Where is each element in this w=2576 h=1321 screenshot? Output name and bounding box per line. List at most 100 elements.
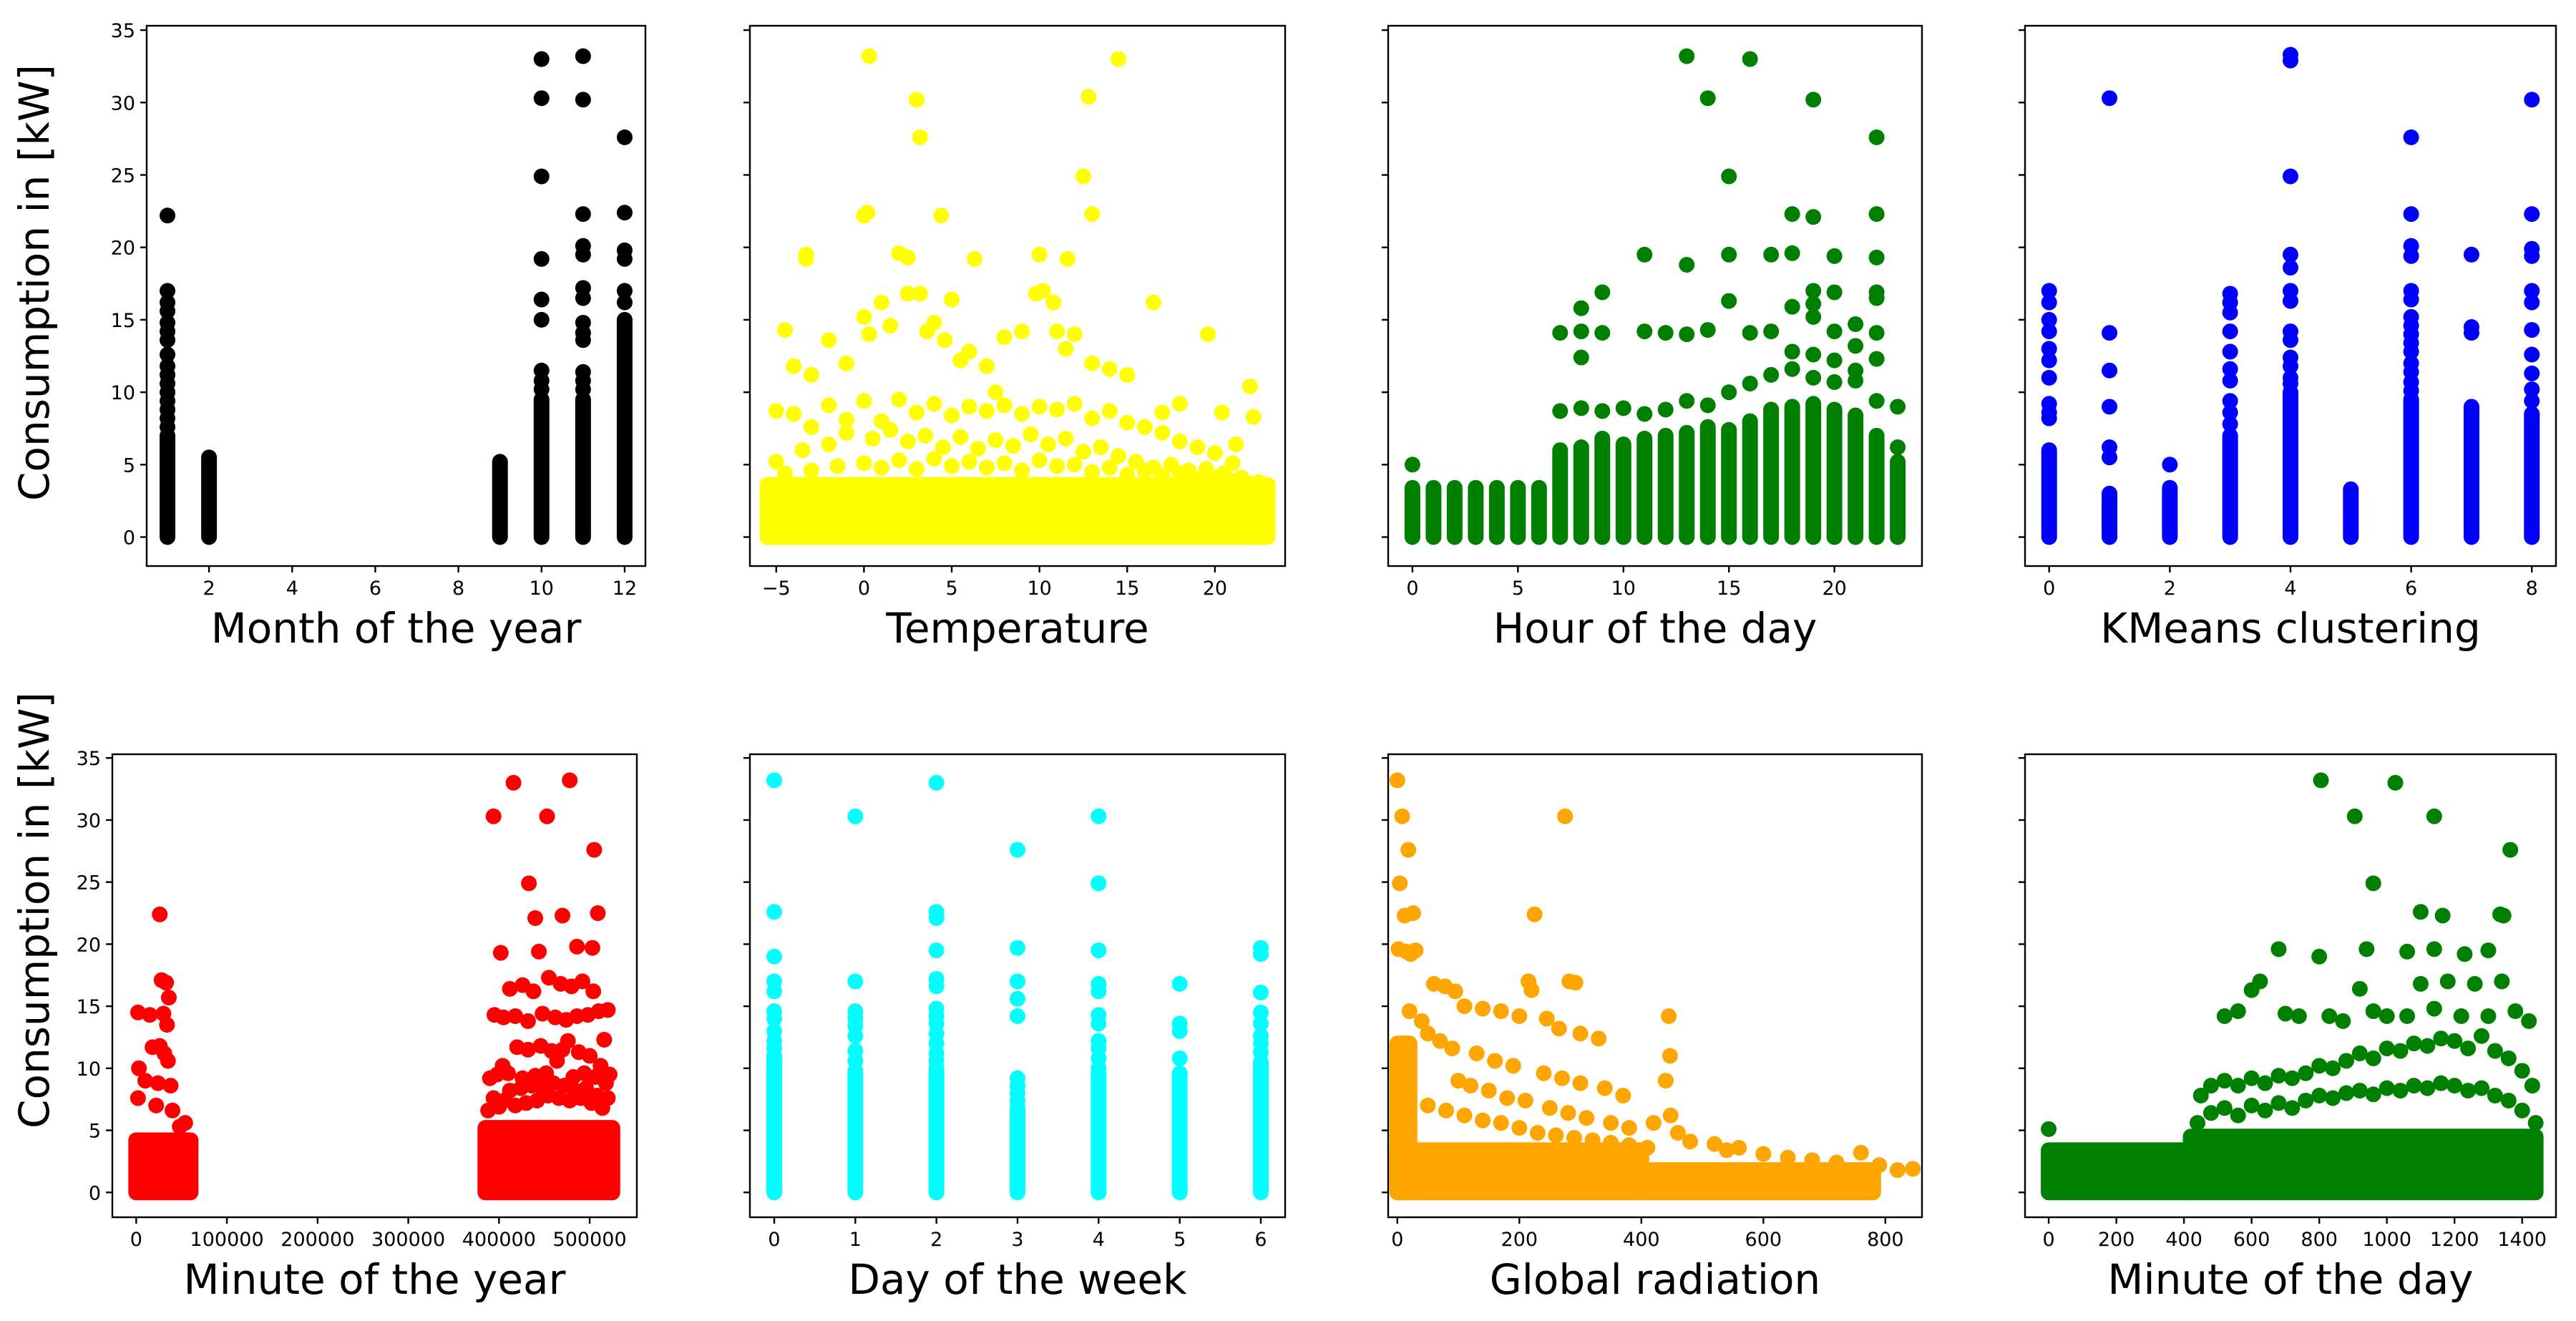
scatter-point bbox=[1487, 1053, 1503, 1069]
scatter-point bbox=[1805, 308, 1822, 325]
point-band bbox=[128, 1132, 199, 1201]
scatter-point bbox=[1721, 168, 1737, 185]
point-band bbox=[1636, 430, 1653, 545]
scatter-point bbox=[1049, 458, 1065, 474]
scatter-point bbox=[1679, 256, 1695, 273]
scatter-point bbox=[575, 92, 591, 108]
scatter-point bbox=[2222, 361, 2238, 377]
scatter-point bbox=[2222, 343, 2238, 360]
scatter-point bbox=[1392, 875, 1408, 892]
scatter-point bbox=[1146, 294, 1162, 311]
scatter-point bbox=[1456, 1107, 1473, 1123]
scatter-point bbox=[1171, 975, 1188, 992]
scatter-point bbox=[1828, 1154, 1845, 1171]
scatter-point bbox=[2403, 291, 2419, 308]
scatter-point bbox=[1553, 1070, 1570, 1086]
scatter-point bbox=[2379, 1080, 2395, 1096]
scatter-point bbox=[535, 1005, 551, 1022]
scatter-point bbox=[2102, 449, 2118, 466]
scatter-point bbox=[1200, 326, 1216, 343]
scatter-point bbox=[1567, 975, 1584, 991]
scatter-point bbox=[838, 424, 854, 441]
scatter-point bbox=[131, 1060, 147, 1076]
scatter-point bbox=[2403, 206, 2419, 223]
y-tick-label: 15 bbox=[111, 310, 135, 332]
scatter-point bbox=[1517, 1092, 1533, 1108]
scatter-point bbox=[1171, 1065, 1188, 1081]
scatter-point bbox=[1868, 325, 1885, 341]
scatter-point bbox=[519, 1041, 536, 1058]
scatter-point bbox=[861, 326, 877, 343]
scatter-point bbox=[1763, 366, 1780, 383]
x-tick-label: 400000 bbox=[462, 1229, 536, 1251]
scatter-point bbox=[1010, 1008, 1025, 1024]
scatter-point bbox=[1091, 1015, 1107, 1032]
scatter-point bbox=[1645, 1115, 1662, 1131]
x-tick-label: 6 bbox=[369, 577, 381, 600]
scatter-point bbox=[2192, 1088, 2209, 1104]
scatter-point bbox=[2283, 332, 2298, 348]
scatter-point bbox=[1699, 397, 1716, 414]
x-tick-label: 12 bbox=[613, 577, 637, 600]
scatter-point bbox=[996, 329, 1013, 346]
scatter-point bbox=[2283, 375, 2298, 391]
scatter-point bbox=[1189, 439, 1206, 456]
scatter-point bbox=[2446, 1033, 2463, 1049]
scatter-point bbox=[1636, 246, 1653, 263]
scatter-point bbox=[2524, 381, 2540, 398]
x-tick-label: 0 bbox=[2042, 1229, 2054, 1251]
scatter-point bbox=[766, 948, 782, 965]
scatter-point bbox=[1404, 457, 1420, 473]
scatter-point bbox=[575, 246, 591, 263]
scatter-point bbox=[1511, 1120, 1528, 1136]
point-band bbox=[201, 449, 218, 545]
scatter-point bbox=[1005, 437, 1021, 454]
point-band bbox=[477, 1120, 620, 1201]
scatter-point bbox=[891, 452, 907, 469]
scatter-point bbox=[1259, 477, 1276, 493]
scatter-point bbox=[1826, 374, 1843, 390]
scatter-point bbox=[1721, 246, 1737, 263]
scatter-point bbox=[1541, 1100, 1558, 1116]
scatter-point bbox=[2406, 1035, 2422, 1052]
y-tick-label: 25 bbox=[111, 165, 135, 187]
scatter-point bbox=[1591, 1030, 1607, 1047]
scatter-point bbox=[1557, 808, 1574, 824]
scatter-point bbox=[926, 396, 942, 412]
scatter-point bbox=[1010, 940, 1025, 956]
scatter-point bbox=[961, 454, 977, 470]
x-tick-label: 1200 bbox=[2430, 1229, 2479, 1251]
scatter-point bbox=[2041, 341, 2057, 357]
point-band bbox=[1763, 401, 1780, 545]
scatter-point bbox=[2446, 1078, 2463, 1094]
scatter-point bbox=[1463, 1078, 1479, 1094]
scatter-point bbox=[2311, 1058, 2328, 1074]
scatter-point bbox=[1679, 393, 1695, 409]
scatter-point bbox=[2041, 294, 2057, 311]
scatter-point bbox=[1905, 1161, 1921, 1177]
scatter-point bbox=[1091, 1060, 1107, 1076]
scatter-point bbox=[1868, 393, 1885, 409]
scatter-point bbox=[2524, 365, 2540, 381]
scatter-point bbox=[585, 983, 602, 1000]
scatter-point bbox=[2041, 1121, 2057, 1137]
scatter-point bbox=[1826, 248, 1843, 264]
scatter-point bbox=[1679, 48, 1695, 64]
x-tick-label: 800 bbox=[1867, 1229, 1904, 1251]
x-tick-label: 500000 bbox=[553, 1229, 627, 1251]
scatter-point bbox=[1171, 1050, 1188, 1066]
scatter-point bbox=[600, 1002, 616, 1018]
scatter-point bbox=[1573, 300, 1589, 316]
x-tick-label: 4 bbox=[1093, 1229, 1105, 1251]
xlabel-minute-of-year: Minute of the year bbox=[184, 1255, 566, 1304]
point-band bbox=[2041, 1142, 2199, 1201]
point-band bbox=[492, 454, 508, 545]
scatter-point bbox=[1889, 1162, 1906, 1179]
point-band bbox=[1657, 427, 1674, 545]
point-band bbox=[1488, 479, 1505, 545]
scatter-point bbox=[838, 411, 854, 428]
scatter-point bbox=[961, 343, 977, 360]
scatter-point bbox=[1572, 1025, 1589, 1042]
scatter-point bbox=[160, 1053, 176, 1069]
scatter-point bbox=[966, 250, 982, 267]
